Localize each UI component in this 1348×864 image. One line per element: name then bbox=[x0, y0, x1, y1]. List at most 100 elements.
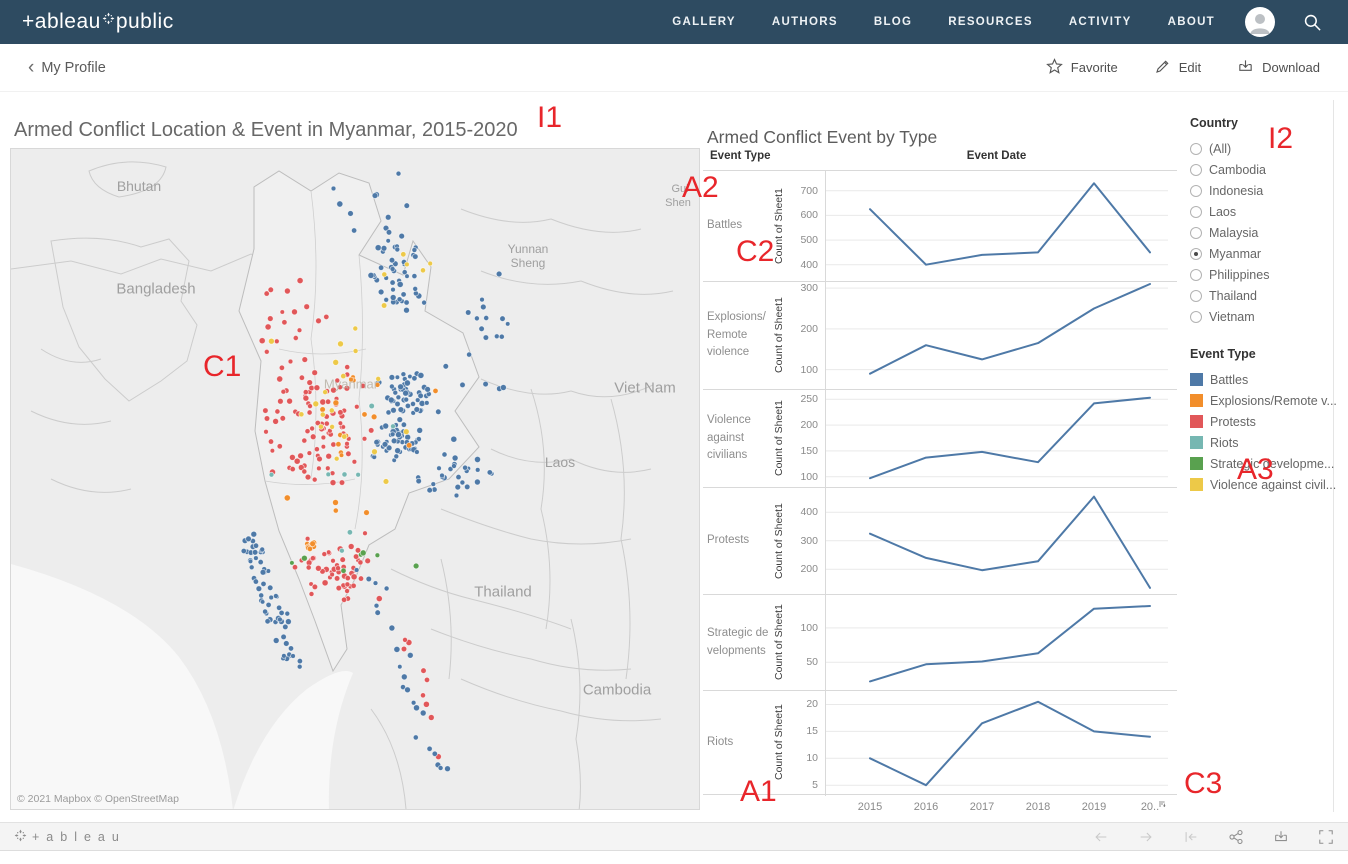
download-button[interactable]: Download bbox=[1237, 58, 1320, 78]
y-tick-label: 10 bbox=[806, 752, 818, 765]
nav-item-blog[interactable]: BLOG bbox=[873, 16, 913, 28]
legend-item-violence-against-civil-[interactable]: Violence against civil... bbox=[1190, 474, 1340, 495]
y-tick-label: 300 bbox=[800, 282, 818, 295]
filter-panel: Country (All) Cambodia Indonesia Laos Malays… bbox=[1190, 116, 1340, 495]
legend-swatch-icon bbox=[1190, 436, 1203, 449]
main-nav: GALLERY AUTHORS BLOG RESOURCES ACTIVITY ABOUT bbox=[672, 16, 1215, 28]
y-tick-label: 15 bbox=[806, 725, 818, 738]
top-navbar: +ableau public GALLERY AUTHORS BLOG RESOURC… bbox=[0, 0, 1348, 44]
x-tick-label: 20.. bbox=[1140, 801, 1160, 813]
country-filter-title: Country bbox=[1190, 116, 1238, 130]
y-tick-label: 250 bbox=[800, 393, 818, 406]
map-attribution: © 2021 Mapbox © OpenStreetMap bbox=[17, 793, 179, 805]
radio-icon bbox=[1190, 247, 1202, 260]
country-option-indonesia[interactable]: Indonesia bbox=[1190, 180, 1340, 201]
arrow-left-icon[interactable] bbox=[1093, 829, 1109, 845]
star-icon bbox=[1045, 57, 1063, 78]
y-tick-label: 700 bbox=[800, 184, 818, 197]
country-option-malaysia[interactable]: Malaysia bbox=[1190, 222, 1340, 243]
event-date-header: Event Date bbox=[966, 150, 1027, 162]
chart-row-strategic-developments: Strategic de velopments Count of Sheet1 50 1… bbox=[703, 594, 1177, 691]
legend-item-protests[interactable]: Protests bbox=[1190, 411, 1340, 432]
map-place-label: Bangladesh bbox=[116, 280, 196, 298]
x-tick-label: 2017 bbox=[969, 801, 995, 813]
country-option-cambodia[interactable]: Cambodia bbox=[1190, 159, 1340, 180]
search-icon[interactable] bbox=[1303, 13, 1322, 32]
map-title: Armed Conflict Location & Event in Myanm… bbox=[14, 119, 518, 142]
user-avatar[interactable] bbox=[1245, 7, 1275, 37]
radio-icon bbox=[1190, 310, 1202, 323]
legend-swatch-icon bbox=[1190, 457, 1203, 470]
map-place-label: Yunnan bbox=[507, 242, 549, 256]
nav-item-authors[interactable]: AUTHORS bbox=[771, 16, 838, 28]
line-chart-battles[interactable] bbox=[825, 171, 1168, 282]
line-chart-strategic-developments[interactable] bbox=[825, 595, 1168, 691]
download-icon[interactable] bbox=[1273, 829, 1289, 845]
sort-icon[interactable] bbox=[1158, 799, 1170, 817]
fullscreen-icon[interactable] bbox=[1318, 829, 1334, 845]
country-option-philippines[interactable]: Philippines bbox=[1190, 264, 1340, 285]
chart-row-violence-against-civilians: Violence against civilians Count of Sheet1 1… bbox=[703, 389, 1177, 488]
annotation-C3: C3 bbox=[1184, 767, 1223, 800]
small-multiples-table: Battles Count of Sheet1 400 500 600 700 Explos… bbox=[703, 170, 1177, 796]
tableau-sparkle-icon bbox=[102, 7, 115, 31]
favorite-button[interactable]: Favorite bbox=[1045, 57, 1118, 78]
event-type-label: Violence against civilians bbox=[707, 413, 751, 462]
radio-icon bbox=[1190, 163, 1202, 176]
country-option-all[interactable]: (All) bbox=[1190, 138, 1340, 159]
radio-icon bbox=[1190, 205, 1202, 218]
map-place-label: Laos bbox=[544, 454, 576, 470]
radio-icon bbox=[1190, 268, 1202, 281]
legend-swatch-icon bbox=[1190, 394, 1203, 407]
line-chart-violence-against-civilians[interactable] bbox=[825, 390, 1168, 488]
event-type-legend: Battles Explosions/Remote v... Protests Rio… bbox=[1190, 369, 1340, 495]
legend-item-explosions-remote-v-[interactable]: Explosions/Remote v... bbox=[1190, 390, 1340, 411]
chart-row-explosions-remote-violence: Explosions/Remote violence Count of Sheet1… bbox=[703, 281, 1177, 390]
legend-item-riots[interactable]: Riots bbox=[1190, 432, 1340, 453]
arrow-right-icon[interactable] bbox=[1138, 829, 1154, 845]
y-axis-title: Count of Sheet1 bbox=[773, 503, 785, 579]
y-tick-label: 20 bbox=[806, 698, 818, 711]
legend-item-strategic-developme-[interactable]: Strategic developme... bbox=[1190, 453, 1340, 474]
nav-item-gallery[interactable]: GALLERY bbox=[672, 16, 736, 28]
map-canvas[interactable] bbox=[11, 149, 700, 810]
y-tick-label: 50 bbox=[806, 656, 818, 669]
annotation-C2: C2 bbox=[736, 235, 775, 268]
y-axis-title: Count of Sheet1 bbox=[773, 297, 785, 374]
chevron-left-icon: ‹ bbox=[28, 57, 35, 78]
chart-row-protests: Protests Count of Sheet1 200 300 400 bbox=[703, 487, 1177, 595]
chart-column-headers: Event Type Event Date bbox=[707, 150, 1177, 168]
line-chart-protests[interactable] bbox=[825, 488, 1168, 595]
x-axis: 2015 2016 2017 2018 2019 20.. bbox=[703, 799, 1177, 819]
reset-icon[interactable] bbox=[1183, 829, 1199, 845]
share-icon[interactable] bbox=[1228, 829, 1244, 845]
tableau-footer-logo[interactable]: +ableau bbox=[14, 829, 126, 845]
y-axis-title: Count of Sheet1 bbox=[773, 604, 785, 681]
country-option-laos[interactable]: Laos bbox=[1190, 201, 1340, 222]
country-option-thailand[interactable]: Thailand bbox=[1190, 285, 1340, 306]
event-type-label: Riots bbox=[707, 735, 734, 748]
viz-actions: Favorite Edit Download bbox=[1045, 57, 1320, 78]
line-chart-riots[interactable] bbox=[825, 691, 1168, 796]
legend-item-battles[interactable]: Battles bbox=[1190, 369, 1340, 390]
map-place-label: Myanmar bbox=[323, 376, 379, 392]
nav-item-activity[interactable]: ACTIVITY bbox=[1068, 16, 1132, 28]
nav-item-resources[interactable]: RESOURCES bbox=[948, 16, 1033, 28]
back-to-profile-link[interactable]: ‹ My Profile bbox=[28, 58, 106, 77]
y-tick-label: 100 bbox=[800, 363, 818, 376]
conflict-map[interactable]: Bhutan Bangladesh Yunnan Sheng Gui Shen Myanma… bbox=[10, 148, 700, 810]
y-tick-label: 100 bbox=[800, 470, 818, 483]
annotation-I2: I2 bbox=[1268, 122, 1294, 155]
y-axis-title: Count of Sheet1 bbox=[773, 400, 785, 477]
tableau-public-logo[interactable]: +ableau public bbox=[22, 7, 174, 37]
country-option-myanmar[interactable]: Myanmar bbox=[1190, 243, 1340, 264]
event-type-header: Event Type bbox=[710, 150, 771, 162]
edit-button[interactable]: Edit bbox=[1154, 58, 1201, 78]
y-tick-label: 200 bbox=[800, 322, 818, 335]
nav-item-about[interactable]: ABOUT bbox=[1167, 16, 1215, 28]
line-chart-explosions-remote-violence[interactable] bbox=[825, 282, 1168, 390]
country-option-vietnam[interactable]: Vietnam bbox=[1190, 306, 1340, 327]
embed-toolbar: +ableau bbox=[0, 822, 1348, 851]
person-icon bbox=[1250, 14, 1270, 34]
y-tick-label: 500 bbox=[800, 234, 818, 247]
